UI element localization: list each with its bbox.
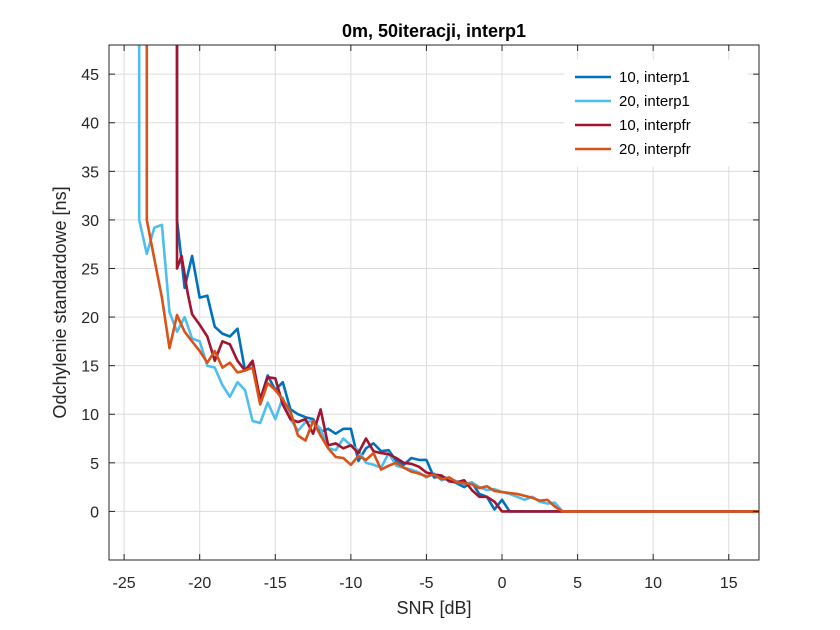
x-tick-label: -20 bbox=[188, 575, 211, 592]
y-axis-label: Odchylenie standardowe [ns] bbox=[50, 186, 70, 418]
grid bbox=[109, 45, 759, 560]
y-tick-label: 30 bbox=[81, 213, 99, 230]
y-tick-label: 20 bbox=[81, 310, 99, 327]
x-tick-label: -10 bbox=[339, 575, 362, 592]
y-tick-labels: 0 5 10 15 20 25 30 35 40 45 bbox=[81, 67, 99, 521]
y-tick-label: 0 bbox=[90, 504, 99, 521]
legend-label: 20, interp1 bbox=[619, 93, 690, 110]
legend: 10, interp1 20, interp1 10, interpfr 20, in… bbox=[564, 59, 748, 167]
x-axis-label: SNR [dB] bbox=[396, 598, 471, 618]
series-line-4 bbox=[145, 45, 759, 513]
series-line-3 bbox=[175, 45, 759, 513]
x-tick-label: -15 bbox=[264, 575, 287, 592]
y-tick-label: 35 bbox=[81, 164, 99, 181]
legend-label: 10, interp1 bbox=[619, 69, 690, 86]
y-tick-label: 10 bbox=[81, 407, 99, 424]
y-tick-label: 45 bbox=[81, 67, 99, 84]
axes-box bbox=[108, 44, 760, 561]
chart-title: 0m, 50iteracji, interp1 bbox=[342, 21, 526, 41]
y-tick-label: 5 bbox=[90, 456, 99, 473]
x-tick-label: 15 bbox=[720, 575, 738, 592]
x-tick-label: 10 bbox=[644, 575, 662, 592]
legend-label: 20, interpfr bbox=[619, 141, 691, 158]
x-tick-label: 5 bbox=[573, 575, 582, 592]
y-tick-label: 15 bbox=[81, 359, 99, 376]
y-tick-label: 40 bbox=[81, 116, 99, 133]
x-tick-label: -25 bbox=[113, 575, 136, 592]
y-tick-label: 25 bbox=[81, 261, 99, 278]
series-group bbox=[137, 45, 759, 513]
legend-label: 10, interpfr bbox=[619, 117, 691, 134]
x-tick-label: 0 bbox=[498, 575, 507, 592]
x-tick-labels: -25 -20 -15 -10 -5 0 5 10 15 bbox=[113, 575, 738, 592]
x-tick-label: -5 bbox=[419, 575, 433, 592]
ticks bbox=[109, 45, 759, 560]
